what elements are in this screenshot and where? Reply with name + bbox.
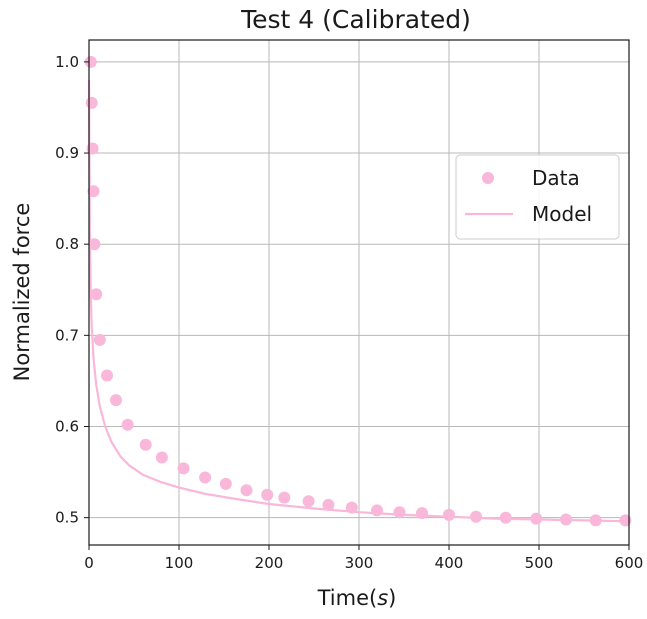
data-point bbox=[88, 238, 101, 251]
data-point bbox=[499, 511, 512, 524]
legend-model-label: Model bbox=[532, 202, 592, 226]
y-tick-label: 0.5 bbox=[55, 509, 79, 527]
data-point bbox=[84, 55, 97, 68]
data-point bbox=[560, 513, 572, 526]
x-tick-label: 0 bbox=[84, 554, 94, 572]
series-layer bbox=[84, 55, 632, 527]
y-tick-label: 0.8 bbox=[55, 235, 79, 253]
legend: Data Model bbox=[455, 154, 620, 240]
data-point bbox=[619, 514, 632, 527]
legend-data-label: Data bbox=[532, 166, 580, 190]
data-point bbox=[155, 451, 168, 464]
data-point bbox=[90, 288, 103, 301]
data-point bbox=[393, 506, 406, 519]
x-tick-label: 200 bbox=[255, 554, 284, 572]
data-point bbox=[261, 488, 274, 501]
x-tick-label: 100 bbox=[165, 554, 194, 572]
y-tick-label: 0.6 bbox=[55, 417, 79, 435]
data-point bbox=[416, 507, 428, 520]
data-point bbox=[278, 491, 291, 504]
y-axis-label: Normalized force bbox=[10, 203, 34, 382]
x-tick-label: 500 bbox=[525, 554, 554, 572]
x-axis-label: Time(s) bbox=[317, 586, 397, 610]
data-point bbox=[177, 462, 190, 475]
data-point bbox=[443, 508, 455, 521]
data-point bbox=[121, 418, 134, 431]
y-tick-label: 0.9 bbox=[55, 144, 79, 162]
data-point bbox=[139, 438, 152, 451]
data-point bbox=[93, 333, 106, 346]
chart-title: Test 4 (Calibrated) bbox=[240, 5, 471, 34]
data-point bbox=[219, 477, 232, 490]
x-tick-label: 400 bbox=[435, 554, 464, 572]
data-point bbox=[302, 495, 315, 508]
grid bbox=[88, 40, 630, 545]
data-point bbox=[240, 484, 253, 497]
data-point bbox=[371, 504, 383, 517]
data-point bbox=[85, 96, 98, 109]
legend-data-marker bbox=[482, 172, 494, 184]
y-tick-label: 1.0 bbox=[55, 53, 79, 71]
data-point bbox=[101, 369, 113, 382]
data-point bbox=[530, 512, 543, 525]
data-point bbox=[110, 394, 122, 407]
y-tick-label: 0.7 bbox=[55, 326, 79, 344]
x-tick-label: 300 bbox=[345, 554, 374, 572]
data-point bbox=[470, 510, 482, 523]
x-axis-ticks: 0 100 200 300 400 500 600 bbox=[84, 545, 643, 572]
data-point bbox=[87, 185, 100, 198]
data-point bbox=[322, 498, 335, 511]
data-point bbox=[199, 471, 212, 484]
x-tick-label: 600 bbox=[615, 554, 644, 572]
data-point bbox=[589, 514, 602, 527]
y-axis-ticks: 0.5 0.6 0.7 0.8 0.9 1.0 bbox=[55, 53, 89, 527]
legend-box bbox=[455, 154, 620, 240]
data-point bbox=[345, 501, 358, 514]
